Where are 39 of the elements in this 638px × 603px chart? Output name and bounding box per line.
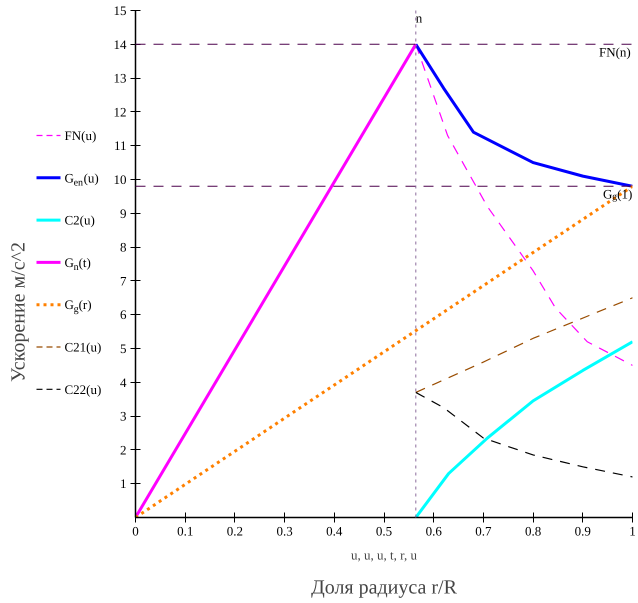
x-tick-label: 0.5 <box>376 524 392 538</box>
ref-line-label: FN(n) <box>598 44 631 60</box>
legend-label: FN(u) <box>64 128 96 143</box>
line-series <box>415 297 632 394</box>
y-tick-label: 7 <box>120 273 127 288</box>
y-tick-label: 6 <box>120 307 127 322</box>
y-tick-label: 4 <box>120 374 127 390</box>
x-tick-label: 0.8 <box>524 524 542 538</box>
y-tick-label: 8 <box>120 240 126 255</box>
y-tick-label: 15 <box>114 3 126 18</box>
text: u, u, u, t, r, u <box>351 548 418 562</box>
line-series <box>415 392 632 478</box>
y-tick-label: 3 <box>120 408 126 424</box>
legend-label: C21(u) <box>64 340 102 354</box>
legend-label: C22(u) <box>64 382 102 397</box>
y-tick-label: 13 <box>114 70 126 86</box>
x-tick-label: 0.4 <box>326 524 343 538</box>
x-axis-title: Доля радиуса r/R <box>311 576 458 598</box>
x-tick-label: 1 <box>629 524 636 538</box>
y-tick-label: 1 <box>120 476 126 492</box>
x-tick-label: 0 <box>132 524 139 538</box>
line-series <box>414 42 632 188</box>
line-series <box>414 340 632 518</box>
y-tick-label: 2 <box>120 442 126 458</box>
ref-line-label: n <box>416 10 423 26</box>
y-tick-label: 14 <box>114 36 127 52</box>
y-axis-title: Ускорение м/с^2 <box>8 242 30 382</box>
x-tick-label: 0.1 <box>177 524 194 538</box>
y-tick-label: 9 <box>120 206 126 221</box>
x-tick-label: 0.6 <box>426 524 442 538</box>
x-tick-label: 0.3 <box>276 524 293 538</box>
x-tick-label: 0.7 <box>475 524 492 538</box>
y-tick-label: 10 <box>114 172 126 187</box>
y-tick-label: 11 <box>114 138 127 154</box>
legend-label: C2(u) <box>64 212 95 228</box>
y-tick-label: 12 <box>114 104 126 120</box>
x-tick-label: 0.2 <box>226 524 244 538</box>
y-tick-label: 5 <box>120 341 126 356</box>
x-tick-label: 0.9 <box>574 524 591 538</box>
